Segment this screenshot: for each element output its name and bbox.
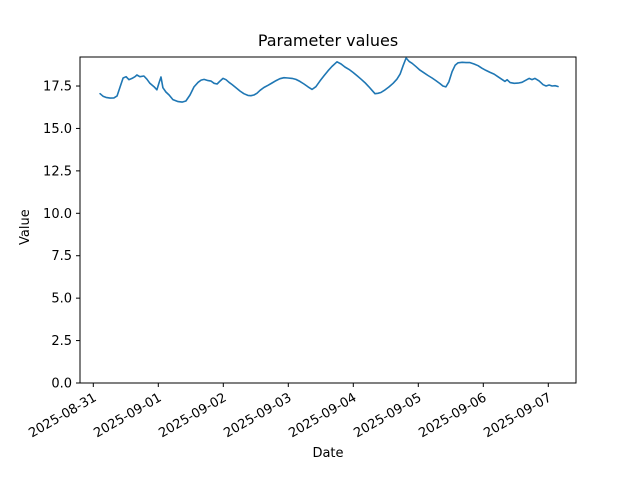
- y-tick-label: 12.5: [43, 164, 72, 179]
- x-tick-label: 2025-09-06: [416, 390, 489, 441]
- axes-frame: [79, 56, 577, 384]
- x-tick-label: 2025-09-05: [351, 390, 424, 441]
- x-tick-label: 2025-09-02: [156, 390, 229, 441]
- y-tick-label: 15.0: [43, 122, 72, 137]
- y-tick-label: 5.0: [51, 292, 72, 307]
- x-tick-label: 2025-09-04: [286, 390, 359, 441]
- x-tick-label: 2025-09-01: [91, 390, 164, 441]
- x-tick-label: 2025-09-03: [221, 390, 294, 441]
- x-axis-label: Date: [312, 446, 344, 461]
- chart-title: Parameter values: [257, 31, 399, 50]
- x-tick-label: 2025-08-31: [26, 390, 99, 441]
- y-tick-label: 0.0: [51, 377, 72, 392]
- y-tick-label: 7.5: [51, 249, 72, 264]
- y-tick-label: 2.5: [51, 334, 72, 349]
- data-line-parameter: [99, 57, 559, 103]
- y-tick-label: 17.5: [43, 80, 72, 95]
- x-tick-label: 2025-09-07: [481, 390, 554, 441]
- y-tick-label: 10.0: [43, 207, 72, 222]
